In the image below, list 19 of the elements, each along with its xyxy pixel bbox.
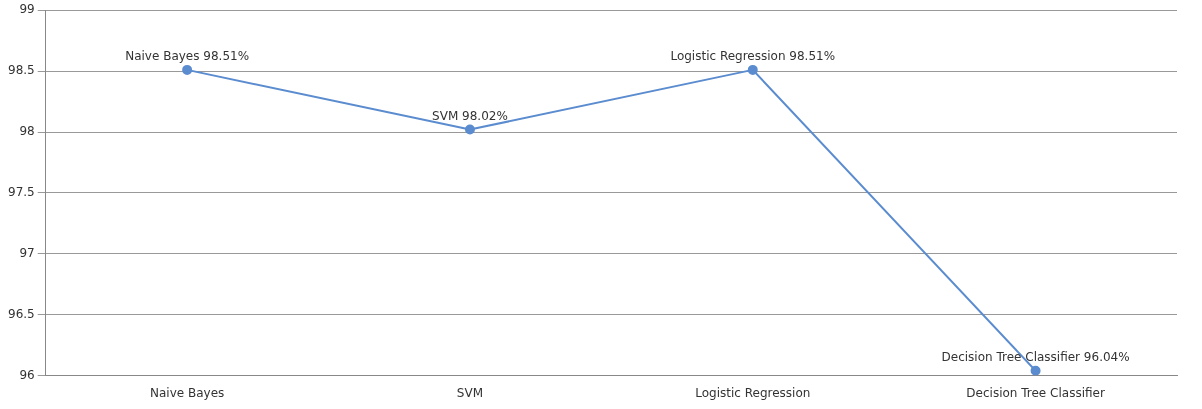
x-tick-label: Naive Bayes (149, 385, 225, 400)
point (182, 64, 193, 75)
data-label: Naive Bayes 98.51% (125, 49, 250, 64)
y-tick-label: 96 (19, 367, 35, 382)
y-tick-label: 98.5 (8, 63, 35, 78)
y-tick-label: 98 (19, 124, 35, 139)
x-tick-label: Logistic Regression (695, 385, 811, 400)
x-tick-label: SVM (456, 385, 484, 400)
data-label: Decision Tree Classifier 96.04% (941, 349, 1130, 364)
x-tick-label: Decision Tree Classifier (966, 385, 1105, 400)
y-tick-label: 96.5 (8, 306, 35, 321)
data-label: Logistic Regression 98.51% (670, 49, 836, 64)
point (464, 124, 475, 135)
y-tick-label: 99 (19, 2, 35, 17)
y-tick-label: 97 (19, 245, 35, 260)
point (747, 64, 758, 75)
point (1030, 365, 1041, 376)
data-label: SVM 98.02% (432, 108, 508, 123)
y-tick-label: 97.5 (8, 185, 35, 200)
